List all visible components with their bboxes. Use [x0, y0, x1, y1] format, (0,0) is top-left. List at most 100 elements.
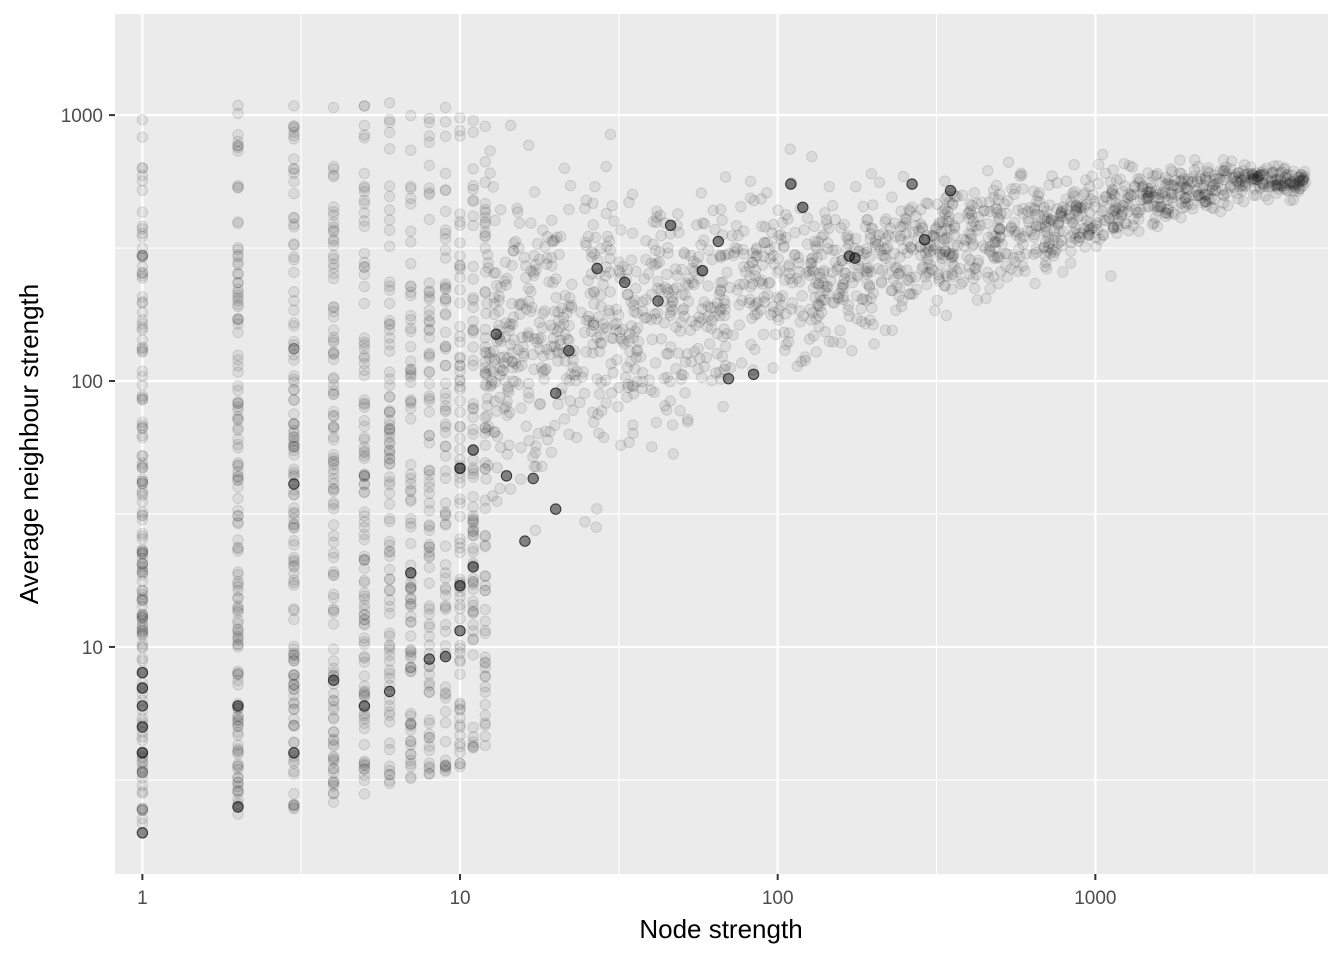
- data-point: [582, 230, 595, 243]
- data-point: [358, 528, 371, 541]
- data-point: [288, 441, 300, 453]
- data-point: [232, 748, 244, 760]
- data-point: [232, 714, 244, 726]
- x-tick-label: 1000: [1074, 888, 1116, 909]
- data-point: [479, 603, 491, 616]
- data-point: [288, 239, 300, 251]
- data-point: [981, 266, 994, 279]
- data-point: [383, 406, 396, 418]
- data-point: [358, 516, 371, 528]
- data-point: [875, 275, 888, 288]
- data-point: [232, 709, 244, 722]
- data-point: [439, 759, 452, 771]
- data-point: [288, 719, 300, 732]
- data-point: [558, 162, 571, 175]
- data-point: [454, 472, 466, 484]
- data-point: [746, 312, 758, 324]
- data-point: [136, 267, 149, 279]
- data-point: [327, 373, 340, 385]
- data-point: [136, 747, 149, 759]
- data-point: [423, 608, 435, 620]
- data-point: [479, 570, 491, 582]
- data-point: [358, 280, 371, 293]
- data-point: [383, 764, 396, 777]
- data-point: [327, 456, 340, 468]
- data-point: [288, 418, 300, 430]
- data-point: [288, 556, 300, 568]
- data-point: [501, 409, 513, 421]
- y-tick-label: 100: [71, 372, 103, 393]
- data-point: [358, 119, 371, 132]
- data-point: [136, 321, 149, 334]
- data-point: [383, 126, 396, 139]
- data-point: [652, 275, 664, 288]
- data-point: [519, 535, 531, 547]
- data-point: [719, 340, 732, 353]
- data-point: [585, 246, 598, 258]
- data-point: [327, 536, 340, 548]
- data-point: [439, 754, 452, 766]
- data-point: [288, 640, 300, 652]
- data-point: [232, 668, 244, 680]
- data-point: [1091, 217, 1103, 229]
- data-point: [610, 303, 622, 315]
- data-point: [232, 726, 244, 739]
- data-point: [918, 234, 931, 246]
- data-point: [439, 440, 452, 452]
- data-point: [968, 187, 981, 199]
- data-point: [454, 462, 466, 474]
- data-point: [982, 165, 994, 177]
- data-point: [136, 682, 149, 694]
- data-point: [423, 768, 435, 780]
- data-point: [726, 230, 738, 242]
- data-point: [588, 416, 600, 428]
- data-point: [358, 521, 371, 533]
- data-point: [500, 470, 513, 482]
- data-point: [517, 347, 530, 360]
- data-point: [1070, 200, 1082, 212]
- data-point: [327, 775, 340, 787]
- data-point: [695, 187, 707, 199]
- data-point: [136, 734, 149, 746]
- data-point: [646, 333, 658, 346]
- data-point: [288, 408, 300, 420]
- data-point: [587, 219, 599, 231]
- data-point: [327, 752, 340, 764]
- data-point: [405, 600, 417, 612]
- data-point: [793, 257, 805, 269]
- data-point: [136, 506, 149, 518]
- data-point: [383, 546, 396, 558]
- data-point: [383, 487, 396, 499]
- data-point: [903, 203, 915, 216]
- data-point: [678, 246, 690, 259]
- data-point: [439, 465, 452, 477]
- data-point: [136, 416, 149, 428]
- data-point: [698, 234, 710, 246]
- data-point: [327, 766, 340, 779]
- data-point: [454, 219, 466, 231]
- data-point: [939, 175, 951, 187]
- data-point: [232, 401, 244, 413]
- data-point: [136, 457, 149, 469]
- data-point: [288, 799, 300, 811]
- data-point: [1217, 165, 1230, 177]
- data-point: [405, 314, 417, 326]
- data-point: [439, 244, 452, 257]
- data-point: [1123, 160, 1136, 172]
- data-point: [454, 380, 466, 393]
- data-point: [288, 218, 300, 230]
- data-point: [405, 646, 417, 658]
- data-point: [232, 703, 244, 715]
- data-point: [439, 421, 452, 433]
- data-point: [288, 703, 300, 715]
- data-point: [383, 649, 396, 662]
- data-point: [136, 393, 149, 406]
- data-point: [840, 267, 852, 279]
- data-point: [538, 373, 550, 385]
- data-point: [405, 225, 417, 237]
- data-point: [358, 680, 371, 692]
- data-point: [650, 216, 662, 229]
- data-point: [327, 346, 340, 358]
- data-point: [716, 350, 729, 363]
- data-point: [813, 279, 825, 291]
